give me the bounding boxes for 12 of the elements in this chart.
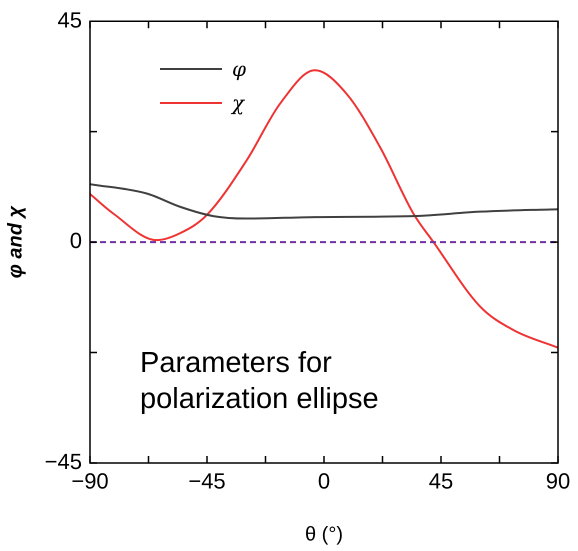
y-tick-label: 0 — [70, 228, 82, 254]
x-tick-label: −45 — [188, 468, 226, 494]
y-tick-label: 45 — [58, 7, 82, 32]
legend-label: χ — [232, 91, 244, 115]
y-axis-title: φ and χ — [4, 204, 27, 278]
x-tick-label: 45 — [428, 468, 454, 494]
x-tick-label: 90 — [546, 468, 570, 494]
annotation: Parameters for polarization ellipse — [140, 346, 380, 417]
legend-label: φ — [232, 57, 246, 81]
x-tick-label: 0 — [318, 468, 330, 494]
x-axis-title: θ (°) — [305, 524, 343, 546]
line-series — [90, 183, 558, 220]
